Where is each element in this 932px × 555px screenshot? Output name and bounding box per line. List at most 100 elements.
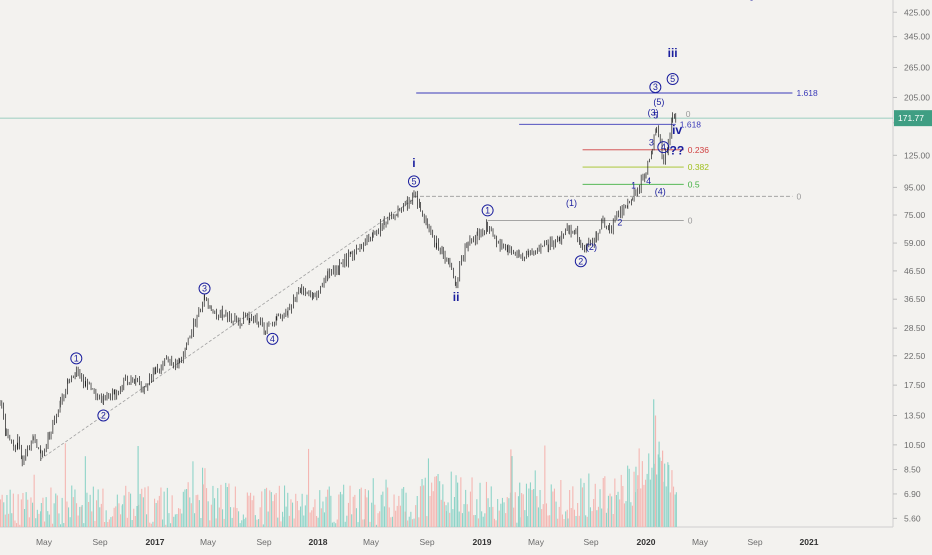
volume-bar: [339, 491, 341, 527]
volume-bar: [450, 471, 452, 527]
volume-bar: [401, 488, 403, 527]
volume-bar: [369, 521, 371, 527]
volume-bar: [264, 488, 266, 527]
volume-bar: [525, 483, 527, 527]
volume-bar: [72, 497, 74, 527]
wave-label: (4): [655, 186, 666, 196]
volume-bar: [547, 515, 549, 527]
volume-bar: [130, 493, 132, 527]
volume-bar: [524, 510, 526, 527]
volume-bar: [352, 496, 354, 527]
wave-label: 4: [270, 334, 275, 344]
volume-bar: [671, 470, 673, 527]
volume-bar: [166, 487, 168, 527]
wave-circle: [666, 73, 679, 86]
wave-label: 3: [653, 82, 658, 92]
volume-bar: [411, 519, 413, 527]
volume-bar: [296, 501, 298, 527]
volume-bar: [207, 501, 209, 527]
volume-bar: [416, 496, 418, 527]
time-axis: May Sep 2017 May Sep 2018 May Sep 2019 May Sep 2020…: [36, 537, 819, 547]
x-tick-label: May: [528, 537, 545, 547]
background-layer: [0, 0, 894, 528]
volume-bar: [19, 524, 21, 527]
volume-bar: [460, 477, 462, 527]
volume-bar: [3, 502, 5, 527]
y-tick-label: 6.90: [904, 489, 921, 499]
volume-bar: [362, 519, 364, 527]
volume-bar: [418, 517, 420, 527]
volume-bar: [52, 523, 54, 527]
wave-labels: 1234512345iiiiiiivv(1)(2)(3)(4)(5)12345?…: [70, 0, 755, 422]
volume-bar: [415, 505, 417, 527]
volume-bar: [427, 458, 429, 527]
volume-bar: [398, 495, 400, 527]
volume-bar: [225, 482, 227, 527]
volume-bar: [561, 514, 563, 527]
volume-spike: [653, 399, 655, 527]
y-tick-label: 95.00: [904, 182, 926, 192]
volume-bar: [267, 511, 269, 527]
volume-bar: [312, 507, 314, 527]
volume-bar: [341, 494, 343, 527]
level-label: 0.382: [688, 162, 710, 172]
volume-bar: [405, 492, 407, 527]
volume-bar: [640, 488, 642, 527]
trendline: [40, 198, 415, 460]
volume-bar: [609, 493, 611, 527]
volume-bar: [83, 523, 85, 527]
volume-bar: [4, 514, 6, 527]
volume-bar: [136, 506, 138, 527]
volume-bar: [573, 509, 575, 527]
volume-bar: [189, 497, 191, 527]
volume-bar: [239, 523, 241, 527]
volume-bar: [198, 500, 200, 527]
level-label: 0: [686, 109, 691, 119]
volume-bar: [351, 514, 353, 527]
volume-bar: [317, 517, 319, 527]
volume-bar: [123, 495, 125, 527]
volume-bar: [122, 504, 124, 527]
volume-bar: [659, 457, 661, 527]
wave-roman-label: v: [748, 0, 755, 3]
y-tick-label: 36.50: [904, 294, 926, 304]
volume-bar: [45, 497, 47, 527]
volume-bar: [178, 508, 180, 527]
wave-label: 4: [661, 142, 666, 152]
volume-bar: [674, 494, 676, 527]
volume-bar: [474, 515, 476, 527]
volume-bar: [301, 493, 303, 527]
volume-bar: [269, 490, 271, 527]
volume-bar: [200, 518, 202, 527]
volume-bar: [419, 486, 421, 527]
volume-bar: [511, 456, 513, 527]
volume-bar: [557, 518, 559, 527]
volume-bar: [146, 514, 148, 527]
volume-bar: [97, 489, 99, 527]
volume-bar: [295, 493, 297, 527]
volume-bar: [149, 522, 151, 527]
x-tick-label: Sep: [92, 537, 107, 547]
volume-bar: [536, 496, 538, 527]
volume-bar: [170, 523, 172, 527]
volume-bar: [585, 515, 587, 527]
volume-bar: [379, 511, 381, 527]
volume-bar: [238, 511, 240, 527]
volume-bar: [63, 523, 65, 527]
volume-bar: [194, 513, 196, 527]
volume-bar: [308, 448, 310, 527]
volume-bar: [303, 515, 305, 527]
volume-bar: [473, 515, 475, 527]
volume-bar: [563, 519, 565, 527]
volume-bar: [669, 492, 671, 527]
volume-bar: [32, 502, 34, 527]
volume-bar: [253, 495, 255, 527]
volume-bar: [293, 518, 295, 527]
volume-bar: [508, 498, 510, 527]
volume-bar: [455, 475, 457, 527]
volume-bar: [223, 518, 225, 527]
volume-bar: [226, 487, 228, 527]
volume-bar: [102, 488, 104, 527]
volume-bar: [118, 503, 120, 527]
volume-bar: [380, 494, 382, 527]
